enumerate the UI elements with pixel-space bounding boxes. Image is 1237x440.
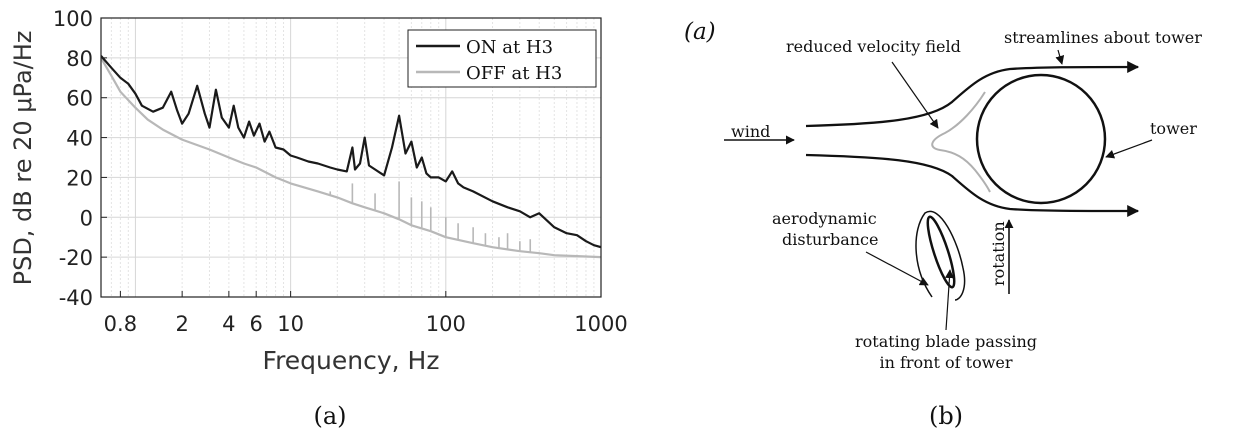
chart-grid bbox=[100, 18, 601, 297]
x-tick-label: 10 bbox=[277, 312, 304, 336]
chart-series bbox=[101, 55, 601, 259]
psd-chart: -40 -20 0 20 40 60 80 100 0.8 2 4 6 10 100 1000 Frequ… bbox=[9, 7, 628, 375]
y-tick-label: 40 bbox=[66, 127, 93, 151]
aerodynamic-arrow bbox=[865, 251, 929, 286]
y-tick-label: -20 bbox=[59, 246, 93, 270]
reduced-velocity-label: reduced velocity field bbox=[786, 37, 961, 56]
reduced-velocity-contour bbox=[931, 91, 991, 193]
tower-wake-diagram: (a) wind reduced velocity field streamli… bbox=[684, 19, 1202, 372]
legend-box bbox=[407, 29, 597, 88]
y-tick-label: 60 bbox=[66, 87, 93, 111]
y-axis-label: PSD, dB re 20 μPa/Hz bbox=[9, 31, 37, 286]
rotation-label: rotation bbox=[989, 221, 1008, 286]
y-tick-label: 0 bbox=[80, 206, 93, 230]
x-axis-label: Frequency, Hz bbox=[263, 346, 440, 375]
x-tick-label: 0.8 bbox=[104, 312, 137, 336]
x-tick-label: 100 bbox=[426, 312, 466, 336]
x-tick-label: 1000 bbox=[574, 312, 627, 336]
streamline-lower bbox=[805, 153, 1140, 217]
wind-label: wind bbox=[731, 122, 770, 141]
caption-a: (a) bbox=[313, 402, 346, 430]
x-tick-label: 6 bbox=[250, 312, 263, 336]
blade-label-1: rotating blade passing bbox=[855, 332, 1037, 351]
streamlines-label: streamlines about tower bbox=[1004, 28, 1202, 47]
x-tick-labels: 0.8 2 4 6 10 100 1000 bbox=[104, 312, 628, 336]
tower-label: tower bbox=[1150, 119, 1197, 138]
y-tick-label: 20 bbox=[66, 166, 93, 190]
series-line-on bbox=[101, 55, 601, 249]
aerodynamic-label-1: aerodynamic bbox=[772, 209, 877, 228]
tower-shape bbox=[975, 73, 1107, 205]
reduced-velocity-arrow bbox=[891, 61, 939, 129]
y-tick-label: 100 bbox=[53, 7, 93, 31]
blade-outer bbox=[915, 210, 966, 301]
plot-frame bbox=[100, 17, 602, 298]
x-tick-label: 2 bbox=[175, 312, 188, 336]
blade-shape bbox=[926, 215, 956, 289]
streamlines-arrow bbox=[1055, 49, 1065, 65]
y-tick-labels: -40 -20 0 20 40 60 80 100 bbox=[53, 7, 93, 310]
chart-ticks bbox=[101, 17, 602, 298]
chart-legend: ON at H3 OFF at H3 bbox=[407, 29, 597, 88]
tower-arrow bbox=[1105, 139, 1153, 159]
y-tick-label: 80 bbox=[66, 47, 93, 71]
y-tick-label: -40 bbox=[59, 286, 93, 310]
blade-label-2: in front of tower bbox=[879, 353, 1012, 372]
series-line-off bbox=[101, 57, 601, 259]
blade-arrow bbox=[944, 269, 954, 331]
aerodynamic-label-2: disturbance bbox=[782, 230, 878, 249]
legend-label-off: OFF at H3 bbox=[466, 63, 562, 84]
legend-label-on: ON at H3 bbox=[466, 37, 553, 58]
diagram-panel-label: (a) bbox=[684, 19, 716, 45]
streamline-upper bbox=[805, 61, 1140, 128]
caption-b: (b) bbox=[929, 402, 963, 430]
x-tick-label: 4 bbox=[222, 312, 235, 336]
